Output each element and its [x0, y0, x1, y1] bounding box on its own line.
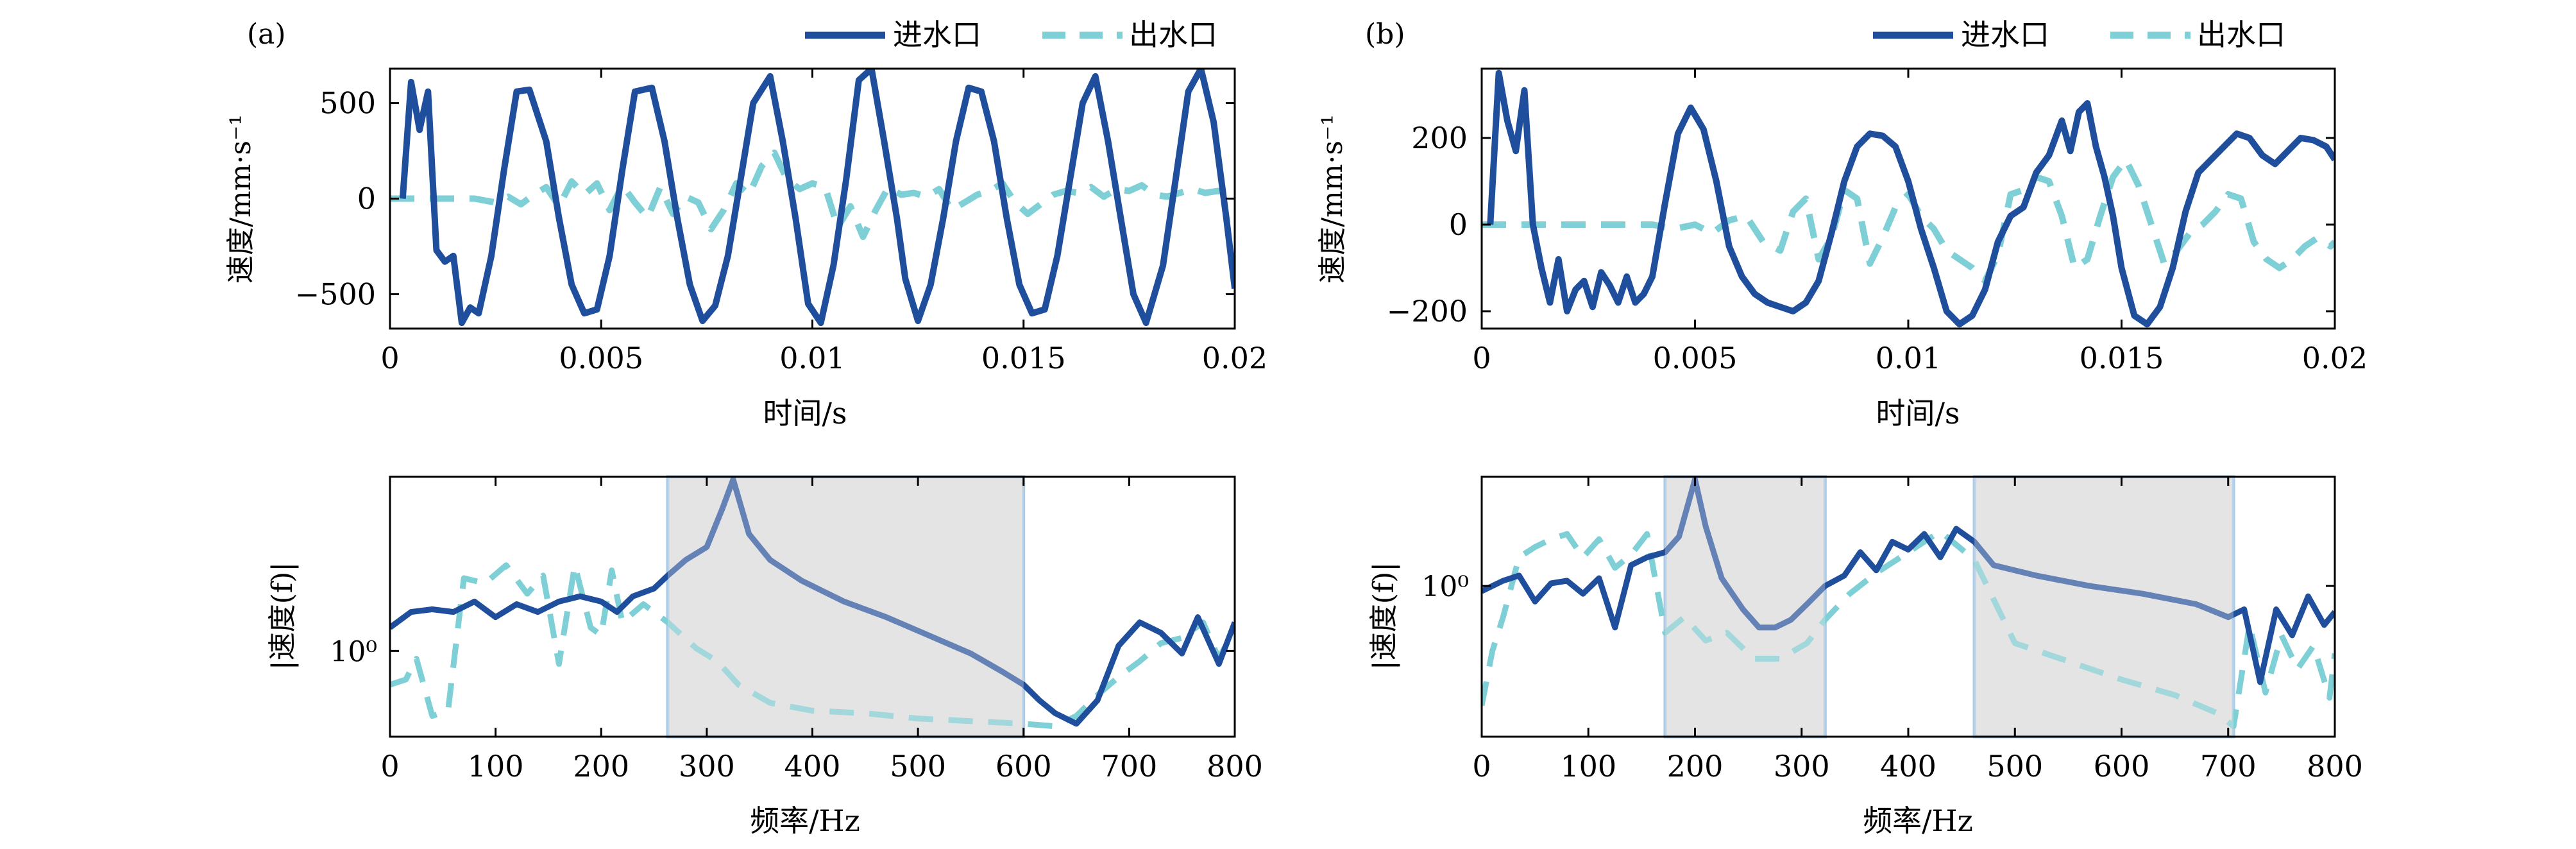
panel-b-time-ylabel: 速度/mm·s⁻¹ — [1316, 114, 1349, 284]
p0-ytick-label: 500 — [319, 86, 376, 121]
p1-xtick-label: 400 — [784, 749, 841, 784]
p1-ytick-label: 10⁰ — [330, 635, 377, 668]
p3-shaded-band-overlay-1 — [1974, 477, 2234, 737]
panel-b-spectrum-xlabel: 频率/Hz — [1863, 803, 1973, 838]
p1-xtick-label: 200 — [573, 749, 629, 784]
p1-series-inlet-line — [390, 477, 1235, 727]
p1-xtick-label: 300 — [679, 749, 735, 784]
p3-xtick-label: 700 — [2200, 749, 2257, 784]
legend-a: 进水口 出水口 — [805, 17, 1217, 52]
p0-xtick-label: 0.015 — [981, 341, 1066, 375]
p3-series-group — [1482, 477, 2335, 730]
legend-a-outlet-label: 出水口 — [1129, 17, 1217, 52]
panel-a-spectrum-ylabel: |速度(f)| — [266, 562, 299, 670]
p0-xtick-label: 0.005 — [559, 341, 643, 375]
p2-series-group — [1482, 69, 2335, 328]
p1-shaded-band-0 — [666, 475, 1026, 739]
legend-a-inlet-label: 进水口 — [893, 17, 981, 52]
p0-ytick-label: 0 — [357, 182, 376, 216]
p3-xtick-label: 0 — [1472, 749, 1491, 784]
p0-xtick-label: 0 — [380, 341, 399, 375]
p3-xtick-label: 600 — [2094, 749, 2150, 784]
p3-series-inlet-line — [1482, 477, 2335, 685]
p3-series-outlet-line — [1482, 528, 2335, 730]
p1-xtick-label: 0 — [380, 749, 399, 784]
p1-xtick-label: 800 — [1207, 749, 1263, 784]
p2-series-inlet-line — [1487, 69, 2335, 328]
p0-ytick-label: −500 — [295, 277, 376, 311]
p1-xtick-label: 500 — [890, 749, 946, 784]
panel-a-time-plot: (a) 进水口 出水口 速度/mm·s⁻¹ 时间/s 0 0.005 0.01 0.0… — [225, 17, 1267, 431]
p1-xtick-label: 700 — [1101, 749, 1157, 784]
p3-shaded-band-overlay-0 — [1665, 477, 1826, 737]
p0-xtick-label: 0.01 — [779, 341, 845, 375]
p1-series-outlet-line — [390, 562, 1235, 730]
panel-label-a: (a) — [247, 18, 286, 51]
panel-b-spectrum-plot: |速度(f)| 频率/Hz 0 100 200 300 400 500 600 700 800 1… — [1368, 475, 2363, 838]
p3-xtick-label: 500 — [1987, 749, 2043, 784]
p1-shaded-band-overlay-0 — [667, 477, 1024, 737]
p3-xtick-label: 200 — [1667, 749, 1724, 784]
p0-series-outlet-line — [390, 150, 1235, 241]
p2-xtick-label: 0.005 — [1653, 341, 1738, 375]
panel-b-time-xlabel: 时间/s — [1876, 396, 1960, 431]
panel-a-spectrum-plot: |速度(f)| 频率/Hz 0 100 200 300 400 500 600 700 800 1… — [266, 475, 1263, 838]
p2-xtick-label: 0.015 — [2080, 341, 2164, 375]
panel-a-time-xlabel: 时间/s — [763, 396, 847, 431]
panel-label-b: (b) — [1365, 18, 1405, 51]
legend-b-outlet-label: 出水口 — [2197, 17, 2285, 52]
p3-xtick-label: 300 — [1774, 749, 1830, 784]
p2-ytick-label: 0 — [1449, 207, 1468, 242]
p3-ytick-label: 10⁰ — [1421, 570, 1469, 603]
p2-ytick-label: −200 — [1387, 294, 1468, 329]
p2-xtick-label: 0 — [1472, 341, 1491, 375]
p1-xtick-label: 100 — [468, 749, 524, 784]
p2-xtick-label: 0.01 — [1876, 341, 1941, 375]
p0-series-inlet-line — [399, 69, 1235, 327]
panel-a-spectrum-xlabel: 频率/Hz — [750, 803, 860, 838]
p3-xtick-label: 800 — [2307, 749, 2363, 784]
p0-xtick-label: 0.02 — [1202, 341, 1267, 375]
p0-series-group — [390, 69, 1235, 327]
panel-a-time-ylabel: 速度/mm·s⁻¹ — [225, 114, 257, 284]
p2-ytick-label: 200 — [1411, 121, 1468, 155]
panel-b-spectrum-ylabel: |速度(f)| — [1368, 562, 1400, 670]
p3-xtick-label: 100 — [1560, 749, 1616, 784]
p1-series-group — [390, 477, 1235, 730]
legend-b-inlet-label: 进水口 — [1961, 17, 2049, 52]
legend-b: 进水口 出水口 — [1873, 17, 2285, 52]
p3-xtick-label: 400 — [1880, 749, 1936, 784]
panel-b-time-plot: (b) 进水口 出水口 速度/mm·s⁻¹ 时间/s 0 0.005 0.01 0.0… — [1316, 17, 2368, 431]
p2-xtick-label: 0.02 — [2302, 341, 2368, 375]
p1-xtick-label: 600 — [996, 749, 1052, 784]
